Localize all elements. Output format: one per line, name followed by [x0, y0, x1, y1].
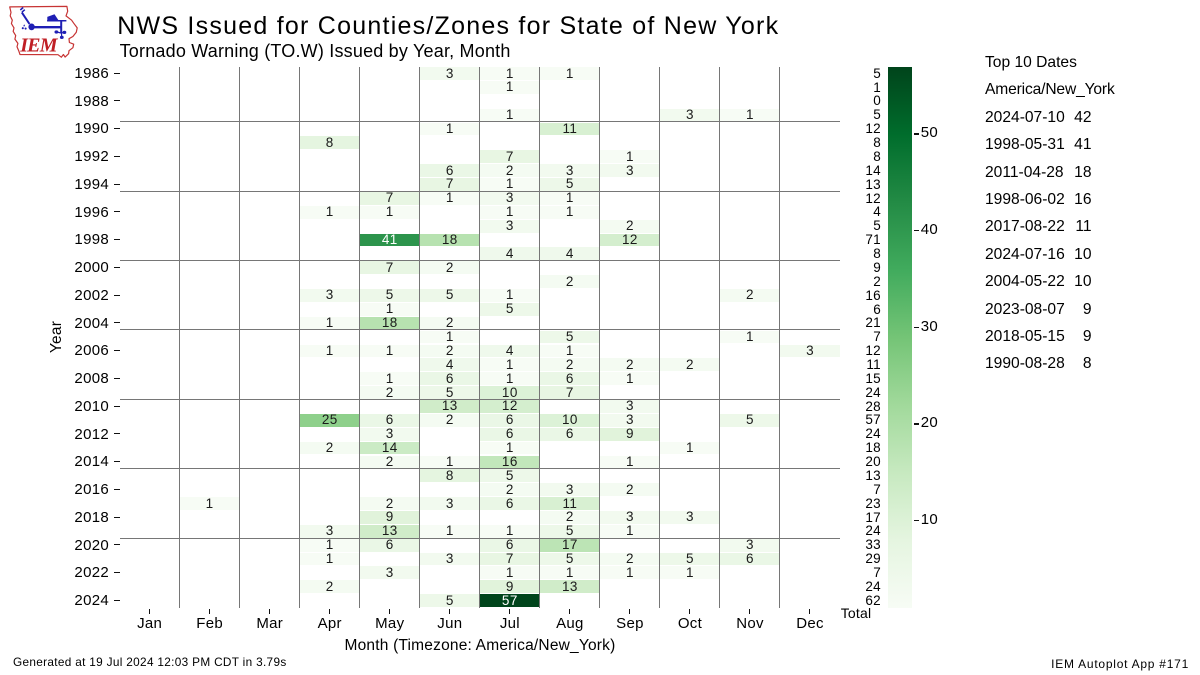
svg-text:IEM: IEM: [19, 35, 59, 57]
